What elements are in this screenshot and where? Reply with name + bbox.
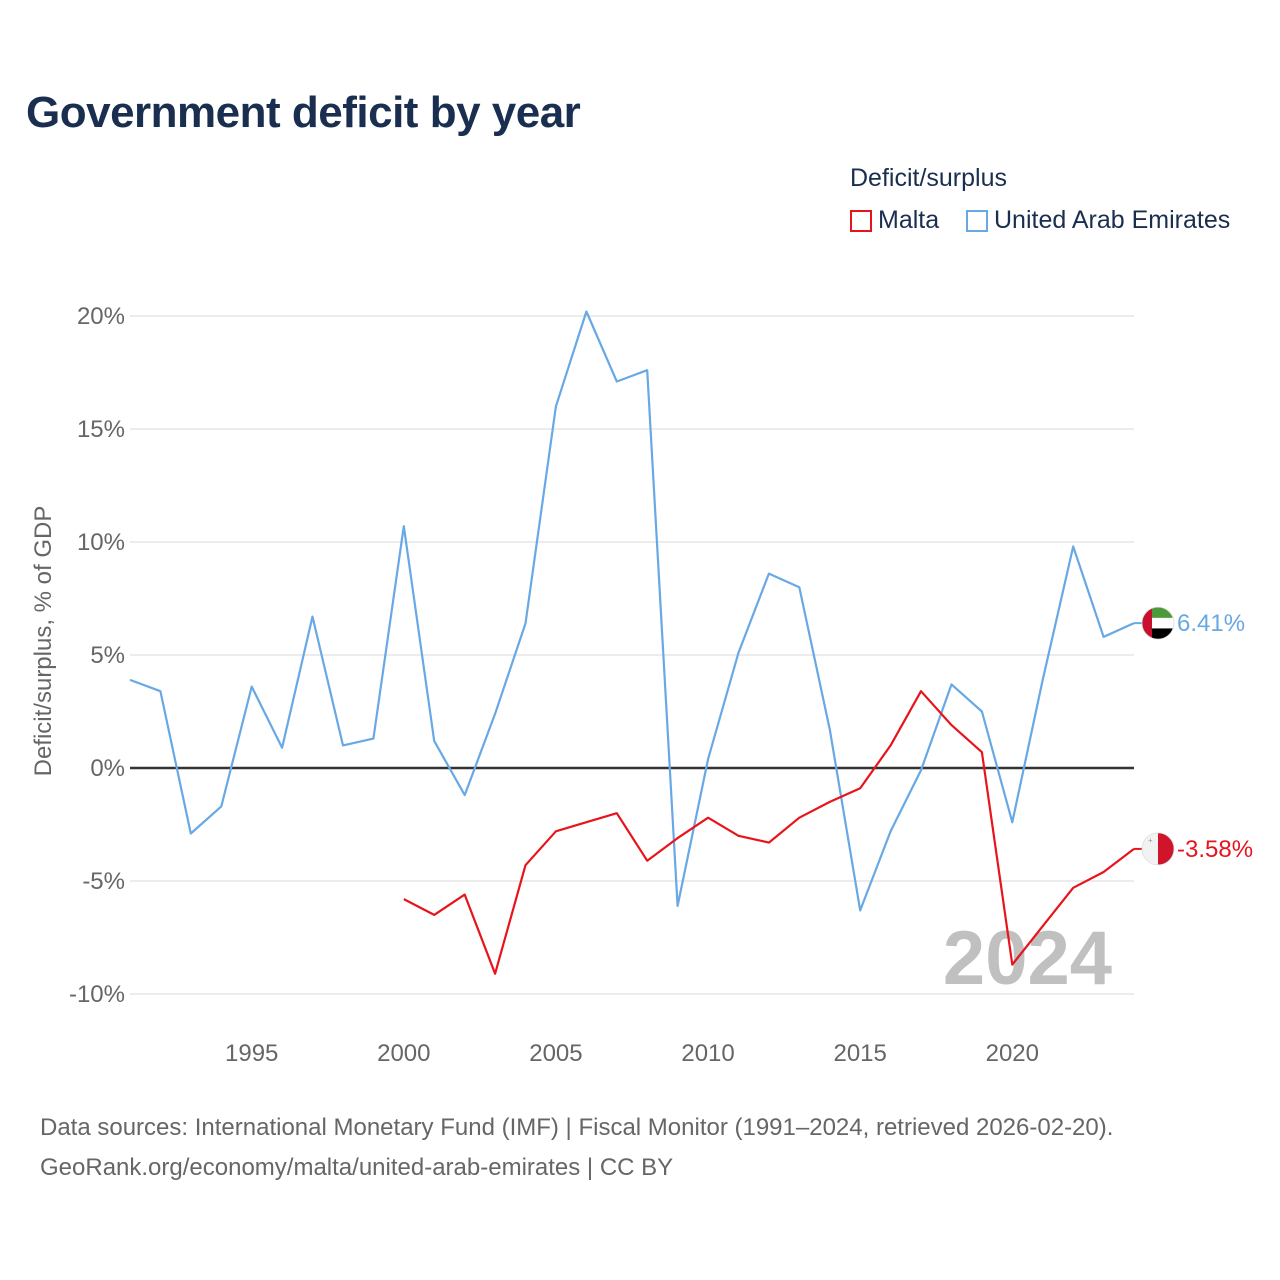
- data-point: [524, 863, 528, 867]
- data-point: [797, 816, 801, 820]
- y-tick-label: 15%: [77, 416, 125, 443]
- data-point: [980, 750, 984, 754]
- data-point: [645, 368, 649, 372]
- data-point: [524, 621, 528, 625]
- data-point: [1010, 820, 1014, 824]
- source-note: Data sources: International Monetary Fun…: [40, 1108, 1113, 1188]
- data-point: [128, 678, 132, 682]
- data-point: [1010, 963, 1014, 967]
- legend-title: Deficit/surplus: [850, 164, 1007, 192]
- y-axis-label: Deficit/surplus, % of GDP: [30, 506, 57, 777]
- data-point: [949, 723, 953, 727]
- x-tick-label: 2005: [529, 1040, 582, 1067]
- source-line-2[interactable]: GeoRank.org/economy/malta/united-arab-em…: [40, 1154, 674, 1181]
- gridlines: [130, 315, 1134, 995]
- data-point: [402, 897, 406, 901]
- x-tick-label: 2010: [681, 1040, 734, 1067]
- data-point: [219, 804, 223, 808]
- data-point: [554, 404, 558, 408]
- data-point: [980, 710, 984, 714]
- data-point: [949, 682, 953, 686]
- data-point: [432, 913, 436, 917]
- data-point: [493, 712, 497, 716]
- legend-item-uae[interactable]: United Arab Emirates: [966, 206, 1230, 235]
- data-point: [402, 524, 406, 528]
- end-value-label: -3.58%: [1177, 836, 1253, 863]
- svg-text:+: +: [1148, 836, 1153, 845]
- data-point: [250, 685, 254, 689]
- data-point: [554, 829, 558, 833]
- data-point: [706, 816, 710, 820]
- y-tick-label: 10%: [77, 529, 125, 556]
- series-line-malta[interactable]: [403, 690, 1135, 975]
- series-group: [128, 309, 1135, 976]
- data-point: [676, 836, 680, 840]
- data-point: [828, 800, 832, 804]
- x-tick-label: 2000: [377, 1040, 430, 1067]
- data-point: [311, 615, 315, 619]
- data-point: [919, 689, 923, 693]
- data-point: [493, 972, 497, 976]
- data-point: [463, 893, 467, 897]
- data-point: [1071, 545, 1075, 549]
- y-tick-label: -10%: [69, 981, 125, 1008]
- data-point: [189, 832, 193, 836]
- data-point: [432, 739, 436, 743]
- data-point: [1102, 635, 1106, 639]
- data-point: [1041, 924, 1045, 928]
- data-point: [767, 572, 771, 576]
- y-tick-label: -5%: [82, 868, 125, 895]
- data-point: [1041, 678, 1045, 682]
- x-tick-label: 2020: [986, 1040, 1039, 1067]
- x-tick-label: 1995: [225, 1040, 278, 1067]
- legend-label-malta: Malta: [878, 206, 940, 234]
- y-tick-label: 20%: [77, 303, 125, 330]
- y-tick-label: 5%: [90, 642, 125, 669]
- data-point: [919, 768, 923, 772]
- data-point: [584, 309, 588, 313]
- data-point: [280, 746, 284, 750]
- x-tick-label: 2015: [833, 1040, 886, 1067]
- data-point: [889, 829, 893, 833]
- data-point: [797, 585, 801, 589]
- data-point: [706, 757, 710, 761]
- y-tick-label: 0%: [90, 755, 125, 782]
- data-point: [158, 689, 162, 693]
- data-point: [736, 834, 740, 838]
- legend-swatch-malta: [850, 209, 872, 232]
- series-line-uae[interactable]: [129, 310, 1135, 912]
- data-point: [463, 793, 467, 797]
- x-axis-ticks: 1995 2000 2005 2010 2015 2020: [225, 1040, 1039, 1067]
- data-point: [645, 859, 649, 863]
- end-value-label: 6.41%: [1177, 610, 1245, 637]
- data-point: [1102, 870, 1106, 874]
- legend-item-malta[interactable]: Malta: [850, 206, 939, 235]
- legend-swatch-uae: [966, 209, 988, 232]
- data-point: [584, 820, 588, 824]
- data-point: [676, 904, 680, 908]
- data-point: [1071, 886, 1075, 890]
- y-axis-ticks: 20% 15% 10% 5% 0% -5% -10%: [69, 303, 125, 1008]
- data-point: [828, 728, 832, 732]
- data-point: [767, 841, 771, 845]
- chart-title: Government deficit by year: [26, 88, 581, 137]
- malta-flag-icon: +: [1141, 832, 1175, 866]
- line-chart: 20% 15% 10% 5% 0% -5% -10% 1995 2000 2005 2010 201…: [30, 303, 1253, 1067]
- uae-flag-icon: [1141, 606, 1175, 640]
- data-point: [341, 743, 345, 747]
- data-point: [858, 786, 862, 790]
- year-watermark: 2024: [943, 916, 1112, 1001]
- end-markers: 6.41% + -3.58%: [1134, 606, 1253, 866]
- data-point: [615, 811, 619, 815]
- data-point: [615, 380, 619, 384]
- data-point: [371, 737, 375, 741]
- data-point: [858, 908, 862, 912]
- data-point: [736, 651, 740, 655]
- source-line-1: Data sources: International Monetary Fun…: [40, 1114, 1114, 1141]
- data-point: [889, 743, 893, 747]
- legend-label-uae: United Arab Emirates: [994, 206, 1231, 234]
